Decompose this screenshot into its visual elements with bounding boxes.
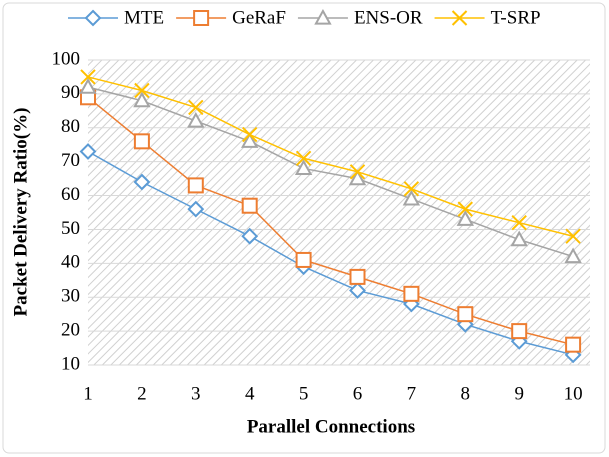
- x-tick-label: 2: [137, 383, 147, 404]
- x-tick-label: 9: [514, 383, 524, 404]
- legend-label: GeRaF: [232, 7, 286, 28]
- y-tick-label: 70: [61, 150, 80, 171]
- series-line: [87, 150, 574, 356]
- legend-label: MTE: [124, 7, 164, 28]
- marker: [241, 126, 258, 143]
- y-tick-label: 90: [61, 82, 80, 103]
- marker: [187, 177, 204, 194]
- marker: [79, 78, 97, 94]
- marker: [349, 268, 366, 285]
- marker: [188, 99, 204, 116]
- y-tick-label: 60: [61, 184, 80, 205]
- y-tick-label: 50: [61, 218, 80, 239]
- marker: [241, 227, 259, 245]
- series-line: [87, 76, 574, 237]
- legend-item: T-SRP: [434, 7, 541, 28]
- legend-marker: [84, 9, 102, 27]
- marker: [133, 91, 151, 108]
- marker: [241, 132, 259, 148]
- y-tick-label: 30: [61, 286, 80, 307]
- marker: [187, 111, 205, 128]
- marker: [565, 336, 582, 353]
- marker: [402, 189, 421, 206]
- marker: [457, 306, 474, 323]
- series-line: [87, 86, 574, 258]
- marker: [456, 210, 474, 226]
- series-line: [87, 96, 574, 346]
- marker: [457, 201, 474, 217]
- marker: [241, 197, 258, 214]
- marker: [295, 150, 312, 166]
- y-tick-label: 20: [61, 319, 80, 340]
- y-tick-label: 10: [61, 353, 80, 374]
- marker: [187, 200, 205, 218]
- x-tick-label: 7: [407, 383, 417, 404]
- marker: [294, 159, 313, 176]
- marker: [134, 82, 150, 99]
- x-tick-label: 1: [83, 383, 93, 404]
- marker: [295, 251, 312, 268]
- x-tick-label: 10: [564, 383, 583, 404]
- y-tick-label: 40: [61, 252, 80, 273]
- legend-label: ENS-OR: [354, 7, 423, 28]
- marker: [403, 285, 420, 302]
- marker: [510, 230, 528, 247]
- legend-item: ENS-OR: [297, 7, 423, 28]
- marker: [511, 323, 528, 340]
- marker: [133, 133, 150, 150]
- legend-marker: [193, 10, 210, 26]
- x-tick-label: 4: [245, 383, 255, 404]
- x-axis-label: Parallel Connections: [247, 416, 415, 437]
- marker: [79, 143, 97, 160]
- y-tick-label: 100: [52, 48, 81, 69]
- marker: [133, 173, 151, 191]
- y-axis-label: Packet Delivery Ratio(%): [10, 108, 31, 317]
- x-tick-label: 6: [353, 383, 363, 404]
- marker: [348, 169, 367, 186]
- y-tick-label: 80: [61, 116, 80, 137]
- legend-marker: [451, 10, 468, 26]
- marker: [511, 214, 527, 231]
- marker: [349, 164, 366, 180]
- legend-label: T-SRP: [491, 7, 541, 28]
- legend-item: GeRaF: [176, 7, 286, 28]
- marker: [403, 181, 420, 197]
- marker: [80, 69, 96, 85]
- x-tick-label: 3: [191, 383, 201, 404]
- x-tick-label: 5: [299, 383, 309, 404]
- x-tick-label: 8: [461, 383, 471, 404]
- legend-marker: [314, 8, 332, 25]
- legend-item: MTE: [68, 7, 164, 28]
- marker: [349, 282, 366, 299]
- marker: [565, 228, 581, 244]
- marker: [564, 247, 582, 264]
- plot-area: [88, 60, 590, 365]
